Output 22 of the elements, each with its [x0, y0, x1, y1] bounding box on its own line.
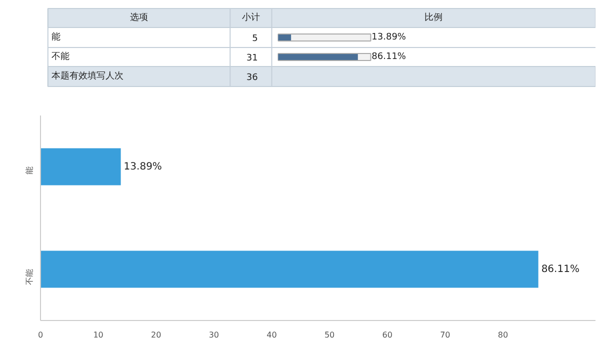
text: 5 — [252, 34, 258, 44]
x-tick-label: 0 — [38, 330, 44, 340]
text: 36 — [246, 73, 258, 83]
x-tick-label: 70 — [440, 330, 450, 340]
x-tick-label: 60 — [382, 330, 392, 340]
x-tick-label: 20 — [151, 330, 162, 340]
text: 比例 — [424, 12, 443, 23]
text: 小计 — [242, 12, 260, 23]
x-tick-label: 10 — [93, 330, 104, 340]
x-tick-label: 50 — [324, 330, 335, 340]
text: 本题有效填写人次 — [52, 70, 124, 82]
data-label: 86.11% — [541, 264, 580, 275]
category-label: 不能 — [52, 52, 70, 62]
category-label: 能 — [52, 32, 61, 42]
x-tick-label: 80 — [498, 330, 508, 340]
data-label: 13.89% — [124, 161, 162, 172]
data-label: 13.89% — [372, 32, 406, 42]
x-tick-label: 40 — [266, 330, 277, 340]
text: 31 — [246, 54, 258, 64]
text: 选项 — [130, 12, 148, 23]
x-tick-label: 30 — [208, 330, 220, 340]
data-label: 86.11% — [372, 52, 406, 62]
